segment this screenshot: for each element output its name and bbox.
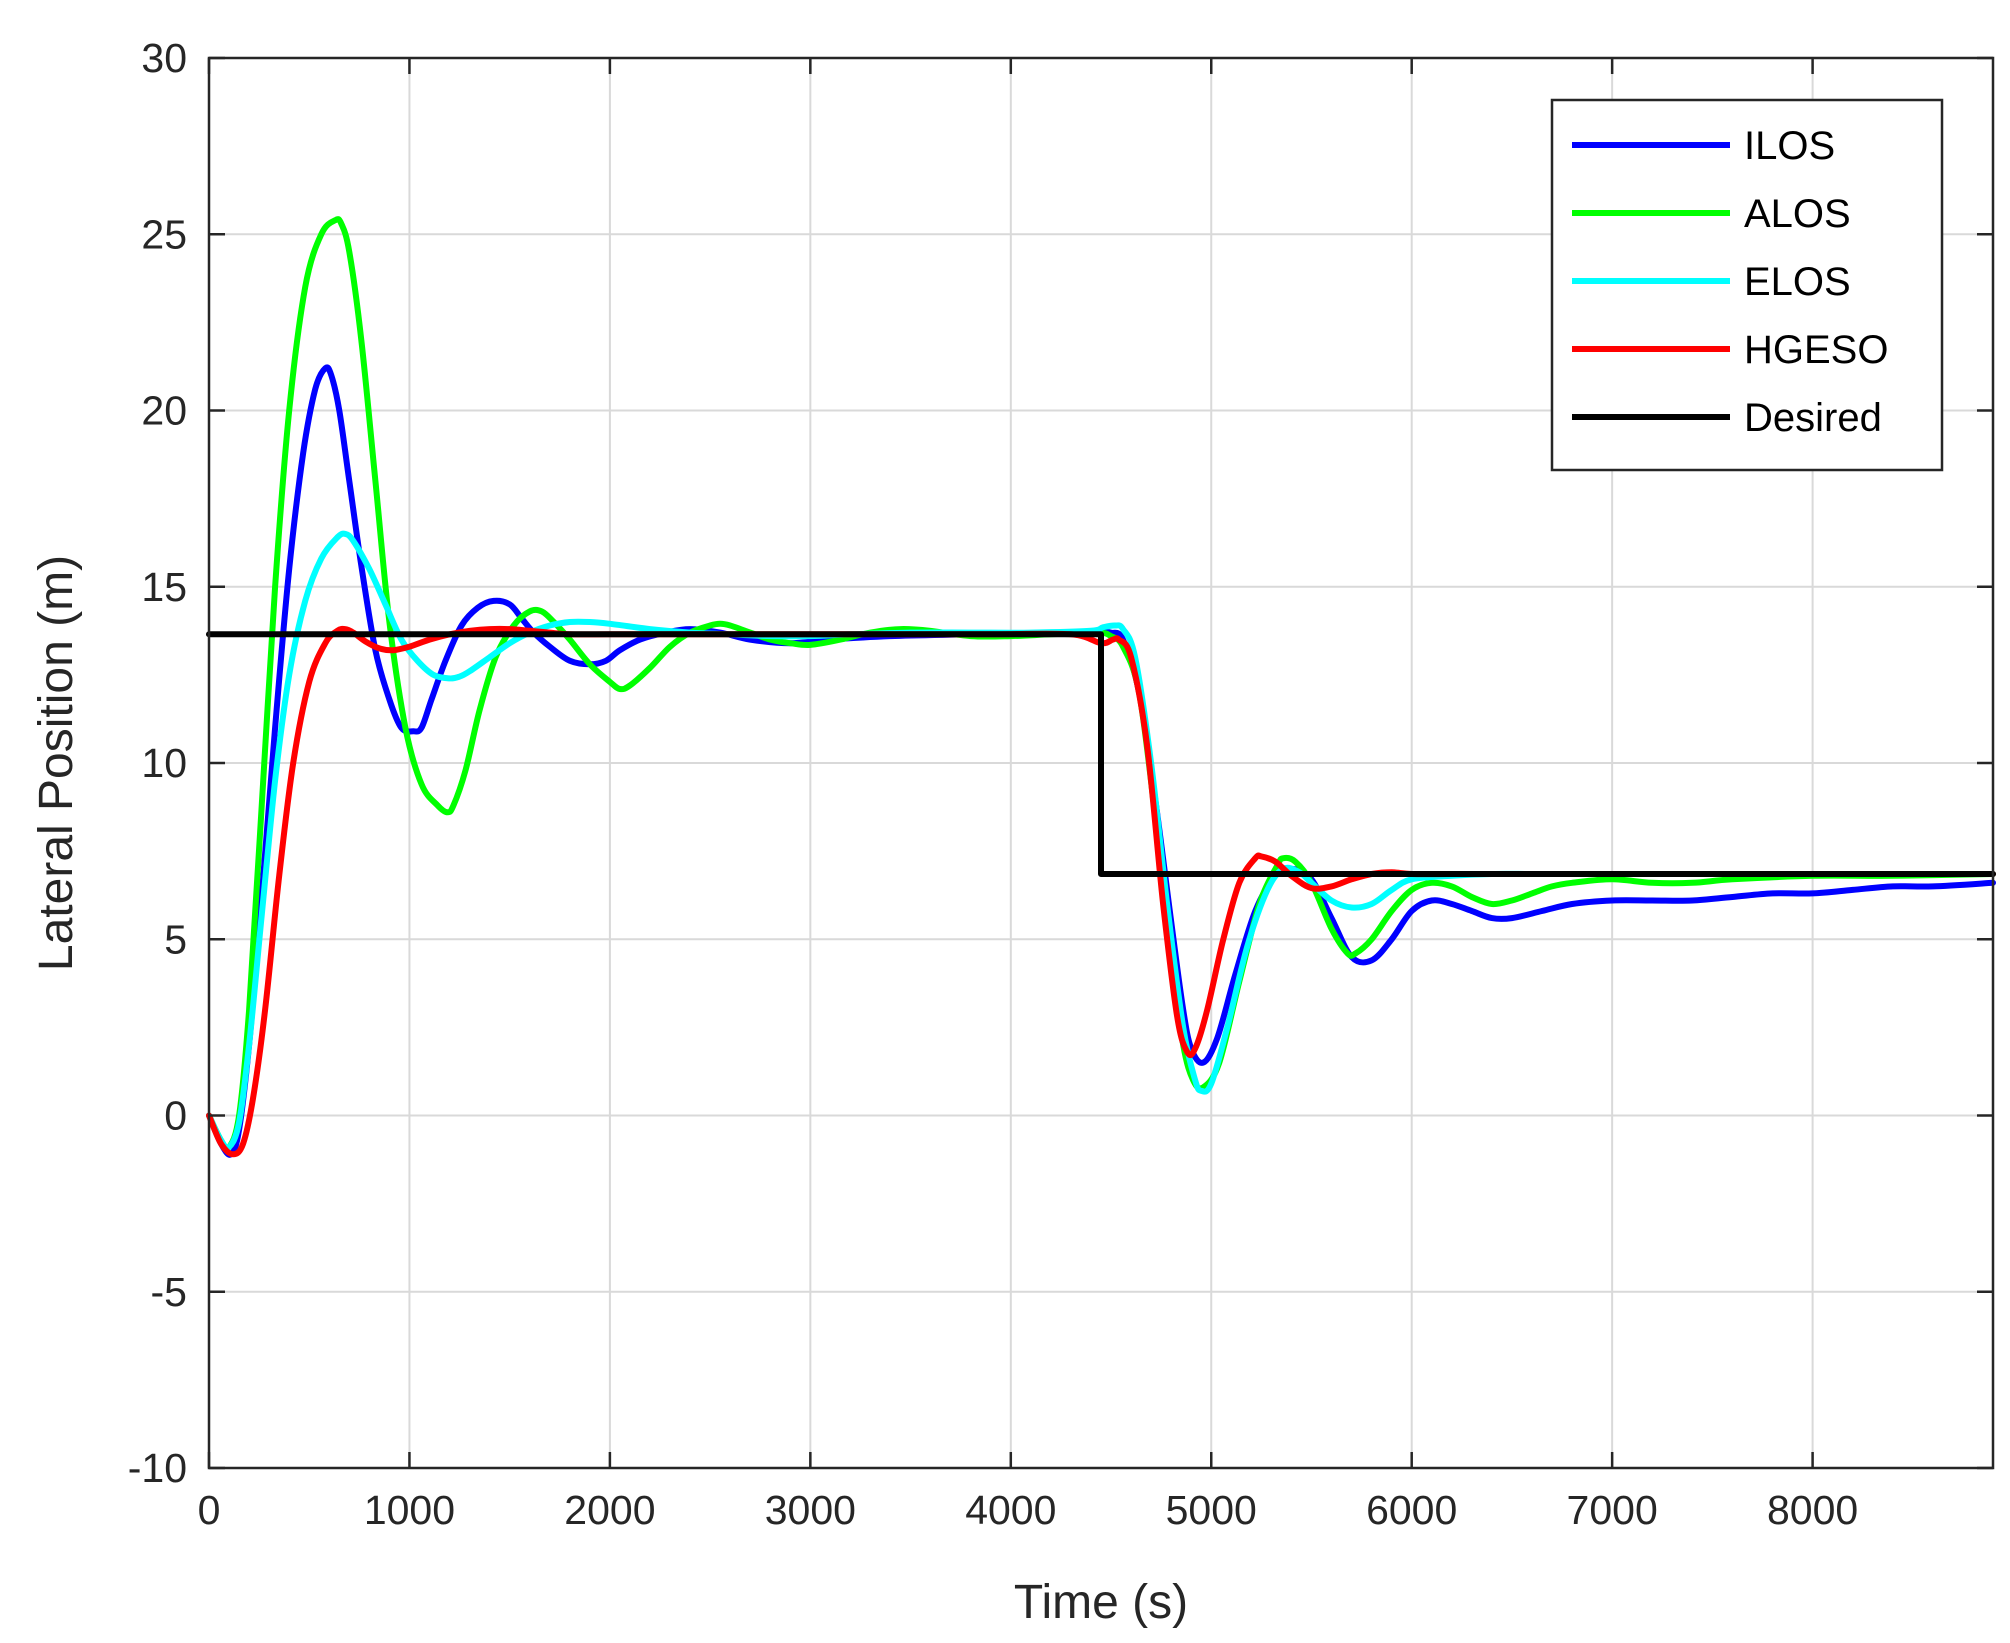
series-line-desired — [206, 631, 1996, 877]
x-tick-label: 1000 — [364, 1487, 455, 1533]
x-tick-label: 8000 — [1767, 1487, 1858, 1533]
y-tick-label: -10 — [128, 1445, 187, 1491]
legend-label-desired: Desired — [1744, 396, 1882, 440]
y-tick-label: 25 — [141, 211, 187, 257]
legend: ILOS ALOS ELOS HGESO Desired — [1550, 98, 1944, 472]
y-tick-label: 30 — [141, 35, 187, 81]
legend-label-ilos: ILOS — [1744, 124, 1835, 168]
y-tick-label: 5 — [164, 916, 187, 962]
y-tick-label: 0 — [164, 1093, 187, 1139]
x-tick-label: 7000 — [1567, 1487, 1658, 1533]
x-tick-label: 5000 — [1166, 1487, 1257, 1533]
x-tick-label: 3000 — [765, 1487, 856, 1533]
x-tick-label: 0 — [198, 1487, 221, 1533]
y-tick-label: 15 — [141, 564, 187, 610]
y-tick-label: 10 — [141, 740, 187, 786]
data-series — [206, 216, 1996, 1158]
y-axis-label: Lateral Position (m) — [30, 555, 83, 971]
x-tick-label: 6000 — [1366, 1487, 1457, 1533]
y-tick-label: 20 — [141, 388, 187, 434]
legend-label-alos: ALOS — [1744, 192, 1851, 236]
legend-box — [1550, 98, 1944, 472]
x-tick-label: 2000 — [564, 1487, 655, 1533]
series-line-alos — [206, 216, 1996, 1152]
axis-ticks: 0 1000 2000 3000 4000 5000 6000 7000 8000 -10 -5 0 5… — [128, 35, 1993, 1533]
y-tick-label: -5 — [151, 1269, 187, 1315]
legend-label-hgeso: HGESO — [1744, 328, 1888, 372]
legend-label-elos: ELOS — [1744, 260, 1851, 304]
x-axis-label: Time (s) — [1014, 1576, 1188, 1629]
x-tick-label: 4000 — [965, 1487, 1056, 1533]
